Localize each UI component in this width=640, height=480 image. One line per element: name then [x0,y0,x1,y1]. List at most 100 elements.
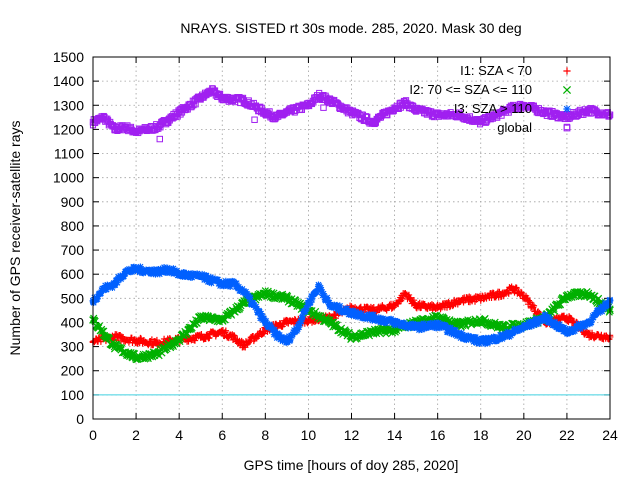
data-point [203,331,211,338]
data-point [240,97,248,104]
data-point [197,94,204,102]
y-tick-label: 500 [61,290,85,306]
x-tick-label: 6 [218,427,226,443]
data-point [132,265,140,273]
data-point [154,123,161,131]
x-tick-label: 8 [261,427,269,443]
x-tick-label: 16 [430,427,446,443]
data-point [175,270,183,278]
y-tick-label: 300 [61,339,85,355]
data-point [585,106,592,114]
x-tick-label: 12 [344,427,360,443]
legend-label: I3: SZA > 110 [454,101,532,116]
y-tick-label: 1400 [53,73,84,89]
data-point [308,100,316,108]
y-tick-label: 1500 [53,49,84,65]
x-tick-label: 10 [301,427,317,443]
legend-marker [562,85,572,95]
data-point [412,106,420,114]
y-tick-label: 800 [61,218,85,234]
data-point [542,109,549,116]
x-axis-label: GPS time [hours of doy 285, 2020] [244,457,459,473]
y-tick-label: 900 [61,194,85,210]
data-point [563,114,571,121]
y-tick-label: 400 [61,314,85,330]
x-tick-label: 20 [516,427,532,443]
legend-marker [563,105,571,113]
data-point [498,333,506,341]
y-axis-label: Number of GPS receiver-satellite rays [7,121,23,356]
data-point [156,135,163,143]
data-point [272,331,280,338]
data-point [541,314,549,322]
data-point [585,319,592,326]
data-point [315,282,323,290]
legend-label: I1: SZA < 70 [460,63,532,78]
data-point [229,280,237,288]
y-tick-label: 600 [61,266,85,282]
data-point [197,273,205,281]
x-tick-label: 24 [602,427,618,443]
data-point [111,280,118,288]
data-point [111,126,118,133]
y-tick-label: 100 [61,387,85,403]
data-point [191,337,199,344]
legend-label: I2: 70 <= SZA <= 110 [409,82,532,97]
data-point [260,330,268,337]
x-tick-label: 22 [559,427,575,443]
data-point [305,102,312,109]
chart-title: NRAYS. SISTED rt 30s mode. 285, 2020. Ma… [180,20,521,36]
x-tick-label: 2 [132,427,140,443]
data-point [606,113,613,120]
legend: I1: SZA < 70 I2: 70 <= SZA <= 110 I3: SZA … [409,63,572,135]
data-point [204,334,212,341]
data-point [208,87,215,95]
data-point [434,111,441,119]
data-point [175,109,183,116]
data-point [231,332,238,339]
data-point [563,328,571,336]
data-point [315,92,323,99]
data-point [192,101,199,108]
data-point [326,302,334,309]
data-point [206,334,213,342]
data-point [100,114,107,121]
data-point [240,287,248,295]
y-tick-label: 1100 [54,146,84,162]
data-point [219,94,226,102]
data-point [391,319,398,326]
legend-label: global [497,120,532,135]
data-point [262,109,269,116]
data-point [272,114,280,121]
data-point [455,331,463,338]
data-point [369,314,377,322]
x-tick-label: 4 [175,427,183,443]
data-point [164,265,172,273]
data-point [121,268,129,276]
x-tick-label: 0 [89,427,97,443]
data-point [348,109,355,116]
data-point [520,102,528,109]
data-point [154,268,162,276]
data-point [165,116,172,123]
y-tick-label: 700 [61,242,85,258]
data-point [251,116,258,123]
data-point [248,334,255,341]
data-point [477,118,484,126]
data-point [412,323,420,331]
data-point [283,109,291,116]
data-point [132,128,140,136]
y-tick-label: 0 [76,411,84,427]
y-tick-label: 1200 [53,121,84,137]
legend-marker [563,67,571,75]
data-point [122,123,129,131]
data-point [369,118,377,126]
y-tick-label: 1300 [53,97,84,113]
data-point [520,323,528,331]
data-point [153,336,161,344]
data-point [254,333,262,340]
data-point [499,109,506,116]
data-point [261,319,269,326]
data-point [222,327,230,334]
